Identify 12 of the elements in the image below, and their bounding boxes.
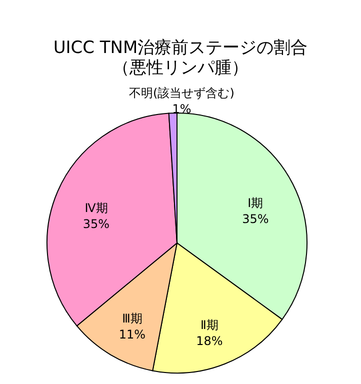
slice-label: Ⅰ期 — [248, 196, 264, 210]
slice-label: 不明(該当せず含む) — [129, 86, 234, 100]
data-label: 35% — [242, 212, 269, 226]
data-label: 35% — [82, 217, 110, 232]
slice-label: Ⅲ期 — [122, 312, 142, 326]
chart-subtitle: （悪性リンパ腫） — [112, 58, 248, 78]
chart-title: UICC TNM治療前ステージの割合 — [53, 38, 308, 58]
slice-label: Ⅱ期 — [200, 318, 218, 332]
data-label: 11% — [118, 328, 146, 342]
data-label: 18% — [196, 334, 223, 348]
data-label: 1% — [172, 102, 192, 116]
slice-label: Ⅳ期 — [84, 201, 108, 216]
